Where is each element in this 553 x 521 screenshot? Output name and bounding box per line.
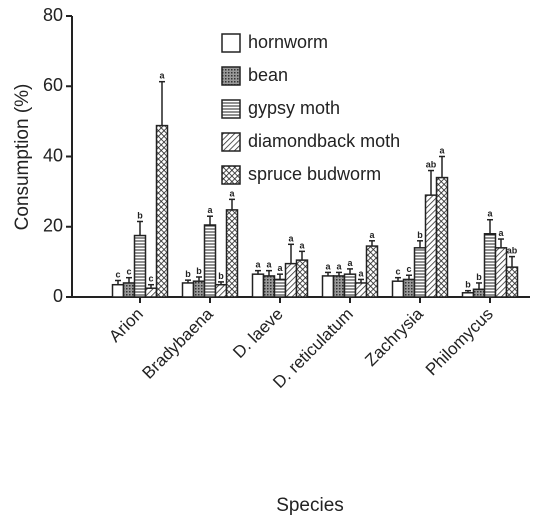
- y-tick-label: 40: [43, 145, 63, 165]
- bar: [122, 282, 136, 298]
- significance-letter: a: [255, 260, 261, 270]
- significance-letter: b: [218, 271, 224, 281]
- x-tick-label: Zachrysia: [361, 304, 427, 370]
- significance-letter: a: [498, 228, 504, 238]
- legend-swatch: [221, 66, 241, 86]
- x-tick-label: Philomycus: [422, 304, 497, 379]
- x-tick-label: Arion: [105, 304, 146, 345]
- bar: [424, 194, 438, 298]
- significance-letter: a: [347, 258, 353, 268]
- legend-swatch: [221, 132, 241, 152]
- legend-label: spruce budworm: [248, 164, 381, 184]
- significance-letter: a: [207, 205, 213, 215]
- bar: [192, 280, 206, 298]
- bar: [343, 273, 357, 298]
- bar: [133, 234, 147, 298]
- legend-swatch: [221, 33, 241, 53]
- bar: [111, 283, 125, 298]
- legend-swatch: [221, 99, 241, 119]
- significance-letter: a: [358, 268, 364, 278]
- bar: [435, 176, 449, 298]
- y-tick-label: 60: [43, 75, 63, 95]
- bar: [155, 124, 169, 298]
- significance-letter: b: [185, 269, 191, 279]
- bar: [262, 275, 276, 298]
- bar: [321, 275, 335, 298]
- bar: [413, 247, 427, 298]
- significance-letter: c: [406, 264, 411, 274]
- bar: [402, 278, 416, 298]
- bar: [203, 224, 217, 298]
- significance-letter: a: [369, 230, 375, 240]
- significance-letter: b: [196, 266, 202, 276]
- bar: [251, 273, 265, 298]
- significance-letter: a: [288, 233, 294, 243]
- y-tick-label: 20: [43, 216, 63, 236]
- significance-letter: b: [137, 210, 143, 220]
- y-axis-label: Consumption (%): [12, 84, 33, 231]
- y-tick-label: 0: [53, 286, 63, 306]
- significance-letter: a: [229, 188, 235, 198]
- bar: [354, 282, 368, 298]
- bar: [472, 288, 486, 298]
- x-axis-label: Species: [276, 495, 344, 516]
- bar: [214, 283, 228, 298]
- bar: [494, 247, 508, 298]
- x-tick-label: D. laeve: [229, 304, 287, 362]
- bar: [273, 278, 287, 298]
- significance-letter: a: [159, 71, 165, 81]
- significance-letter: ab: [507, 246, 518, 256]
- significance-letter: a: [439, 146, 445, 156]
- significance-letter: a: [487, 209, 493, 219]
- legend-label: bean: [248, 65, 288, 85]
- significance-letter: b: [465, 280, 471, 290]
- significance-letter: a: [266, 260, 272, 270]
- bar: [332, 275, 346, 298]
- legend-label: diamondback moth: [248, 131, 400, 151]
- legend-swatch: [221, 165, 241, 185]
- significance-letter: c: [395, 267, 400, 277]
- significance-letter: c: [115, 269, 120, 279]
- bar: [461, 292, 475, 298]
- bar: [144, 287, 158, 298]
- significance-letter: b: [476, 272, 482, 282]
- significance-letter: a: [336, 261, 342, 271]
- bar: [391, 280, 405, 298]
- x-tick-label: Bradybaena: [139, 304, 218, 383]
- significance-letter: ab: [426, 160, 437, 170]
- significance-letter: a: [277, 263, 283, 273]
- significance-letter: c: [126, 267, 131, 277]
- bar: [483, 233, 497, 298]
- significance-letter: b: [417, 230, 423, 240]
- significance-letter: a: [299, 240, 305, 250]
- bar: [505, 266, 519, 298]
- y-tick-label: 80: [43, 5, 63, 25]
- significance-letter: c: [148, 274, 153, 284]
- bar: [181, 282, 195, 298]
- significance-letter: a: [325, 261, 331, 271]
- bar: [284, 262, 298, 298]
- legend-label: hornworm: [248, 32, 328, 52]
- bar: [225, 209, 239, 298]
- bar: [365, 245, 379, 298]
- legend-label: gypsy moth: [248, 98, 340, 118]
- bar: [295, 259, 309, 298]
